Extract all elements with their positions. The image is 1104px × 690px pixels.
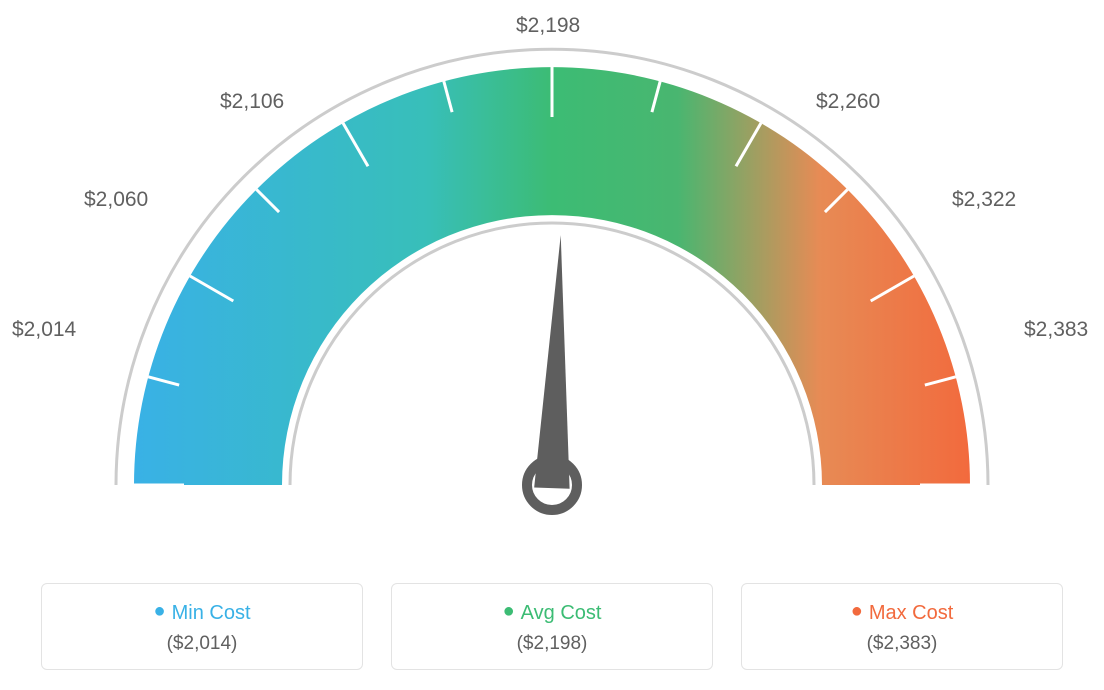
- scale-label: $2,060: [84, 188, 148, 212]
- legend-title-avg: ● Avg Cost: [392, 600, 712, 625]
- legend-card-min: ● Min Cost ($2,014): [41, 583, 363, 670]
- dot-icon: ●: [154, 600, 166, 622]
- scale-label: $2,198: [516, 14, 580, 38]
- scale-label: $2,383: [1024, 318, 1088, 342]
- legend-value-min: ($2,014): [42, 633, 362, 655]
- scale-label: $2,106: [220, 90, 284, 114]
- legend-title-text: Min Cost: [172, 602, 251, 624]
- legend-title-max: ● Max Cost: [742, 600, 1062, 625]
- legend-row: ● Min Cost ($2,014) ● Avg Cost ($2,198) ● M…: [0, 583, 1104, 670]
- dot-icon: ●: [503, 600, 515, 622]
- cost-gauge-widget: $2,014 $2,060 $2,106 $2,198 $2,260 $2,322 $2,3…: [0, 0, 1104, 690]
- gauge-chart: $2,014 $2,060 $2,106 $2,198 $2,260 $2,322 $2,3…: [0, 0, 1104, 560]
- gauge-svg: [0, 0, 1104, 560]
- legend-card-avg: ● Avg Cost ($2,198): [391, 583, 713, 670]
- legend-value-avg: ($2,198): [392, 633, 712, 655]
- dot-icon: ●: [851, 600, 863, 622]
- legend-card-max: ● Max Cost ($2,383): [741, 583, 1063, 670]
- legend-value-max: ($2,383): [742, 633, 1062, 655]
- legend-title-text: Avg Cost: [521, 602, 602, 624]
- scale-label: $2,014: [12, 318, 76, 342]
- scale-label: $2,322: [952, 188, 1016, 212]
- legend-title-text: Max Cost: [869, 602, 953, 624]
- scale-label: $2,260: [816, 90, 880, 114]
- legend-title-min: ● Min Cost: [42, 600, 362, 625]
